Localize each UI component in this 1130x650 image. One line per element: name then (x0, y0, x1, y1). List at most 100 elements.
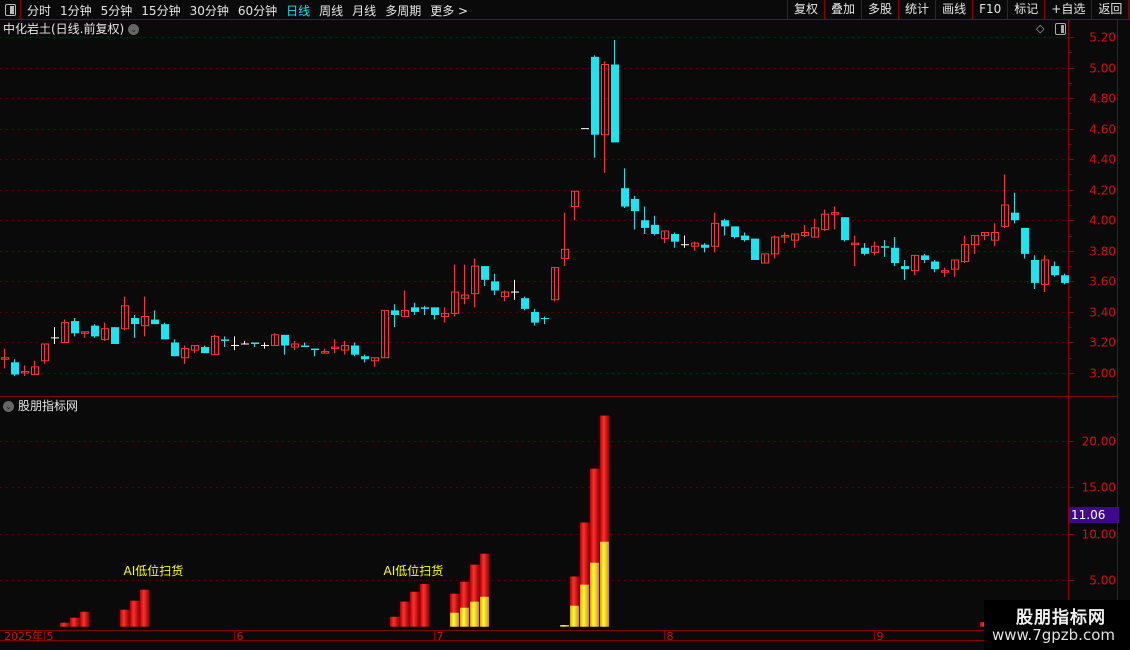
overlay-button[interactable]: 叠加 (824, 0, 861, 19)
add-watchlist-button[interactable]: +自选 (1044, 0, 1091, 19)
candle (121, 296, 129, 331)
tab-5min[interactable]: 5分钟 (100, 4, 133, 18)
candle (411, 302, 419, 315)
candle-body (171, 342, 179, 357)
candle-body (251, 342, 259, 344)
candle (291, 340, 299, 351)
price-label: 4.80 (1089, 92, 1116, 106)
candle (391, 304, 399, 328)
candle-body (71, 321, 79, 334)
price-label: 5.00 (1089, 62, 1116, 76)
candle-body (641, 220, 649, 228)
candle-body (971, 235, 979, 246)
indicator-bar-red (390, 616, 399, 627)
tab-fenshi[interactable]: 分时 (27, 4, 52, 18)
candle (311, 348, 319, 357)
candle-body (671, 234, 679, 242)
tab-multi-period[interactable]: 多周期 (385, 4, 422, 18)
chevron-down-icon[interactable]: ⌄ (3, 401, 14, 412)
candle-body (31, 366, 39, 376)
candle (671, 232, 679, 248)
indicator-bar-red (580, 522, 589, 627)
candle (141, 296, 149, 337)
candle-body (611, 64, 619, 143)
candle (1001, 174, 1009, 228)
candle-body (1011, 212, 1019, 221)
tab-1min[interactable]: 1分钟 (60, 4, 92, 18)
candle (731, 226, 739, 239)
candle (361, 354, 369, 363)
chevron-down-icon[interactable]: ⌄ (128, 24, 140, 35)
tab-weekly[interactable]: 周线 (319, 4, 344, 18)
tab-daily[interactable]: 日线 (286, 4, 311, 18)
indicator-bar-red (60, 622, 69, 627)
candle (591, 55, 599, 158)
back-button[interactable]: 返回 (1091, 0, 1130, 19)
panel-toggle-icon[interactable] (0, 0, 21, 19)
candle (611, 40, 619, 143)
candle (81, 331, 89, 338)
candle-body (801, 231, 809, 237)
tab-monthly[interactable]: 月线 (352, 4, 377, 18)
candle (491, 273, 499, 296)
mark-button[interactable]: 标记 (1007, 0, 1044, 19)
indicator-bar-red (480, 553, 489, 627)
candle (401, 290, 409, 317)
side-panel-edge[interactable] (1117, 20, 1130, 630)
diamond-icon[interactable]: ◇ (1036, 22, 1045, 35)
candle-body (841, 217, 849, 241)
candle-body (421, 307, 429, 309)
candle (251, 342, 259, 348)
indicator-label: 5.00 (1089, 574, 1116, 588)
candle (571, 190, 579, 221)
candle-body (341, 345, 349, 351)
f10-button[interactable]: F10 (972, 0, 1007, 19)
candle-body (271, 334, 279, 347)
multi-stock-button[interactable]: 多股 (861, 0, 898, 19)
candle (1031, 255, 1039, 290)
candle-body (141, 315, 149, 327)
indicator-name: 股朋指标网 (18, 399, 79, 413)
candle-body (741, 235, 749, 241)
tab-30min[interactable]: 30分钟 (189, 4, 229, 18)
candle (781, 232, 789, 244)
toolbar: 分时 1分钟 5分钟 15分钟 30分钟 60分钟 日线 周线 月线 多周期 更… (0, 0, 1130, 20)
candle-body (1031, 259, 1039, 283)
tab-60min[interactable]: 60分钟 (237, 4, 278, 18)
tab-more[interactable]: 更多 > (430, 4, 469, 18)
candle-body (401, 309, 409, 317)
candle-body (731, 226, 739, 238)
candle (981, 231, 989, 241)
candle (761, 253, 769, 264)
statistics-button[interactable]: 统计 (898, 0, 935, 19)
candle-body (631, 198, 639, 212)
indicator-bar-red (140, 589, 149, 627)
window-toggle-icon[interactable] (1055, 23, 1066, 35)
indicator-bar-yellow (580, 584, 589, 627)
candle-body (571, 190, 579, 208)
draw-line-button[interactable]: 画线 (935, 0, 972, 19)
candle (661, 230, 669, 244)
candle-body (441, 312, 449, 317)
candle-body (861, 247, 869, 254)
indicator-bar-red (470, 564, 479, 627)
tab-15min[interactable]: 15分钟 (141, 4, 181, 18)
candle (21, 365, 29, 377)
candle (891, 237, 899, 267)
candle (851, 235, 859, 267)
candle (691, 241, 699, 251)
candle-body (281, 334, 289, 346)
indicator-bar-red (130, 600, 139, 627)
candle-body (691, 242, 699, 247)
restore-rights-button[interactable]: 复权 (787, 0, 824, 19)
candle-body (391, 310, 399, 315)
indicator-bar-red (460, 581, 469, 627)
candle-body (351, 345, 359, 355)
candle (501, 290, 509, 302)
candle-body (1, 357, 9, 360)
candle-body (381, 309, 389, 359)
candle-body (561, 248, 569, 259)
indicator-bar-red (120, 609, 129, 627)
candle (271, 333, 279, 347)
